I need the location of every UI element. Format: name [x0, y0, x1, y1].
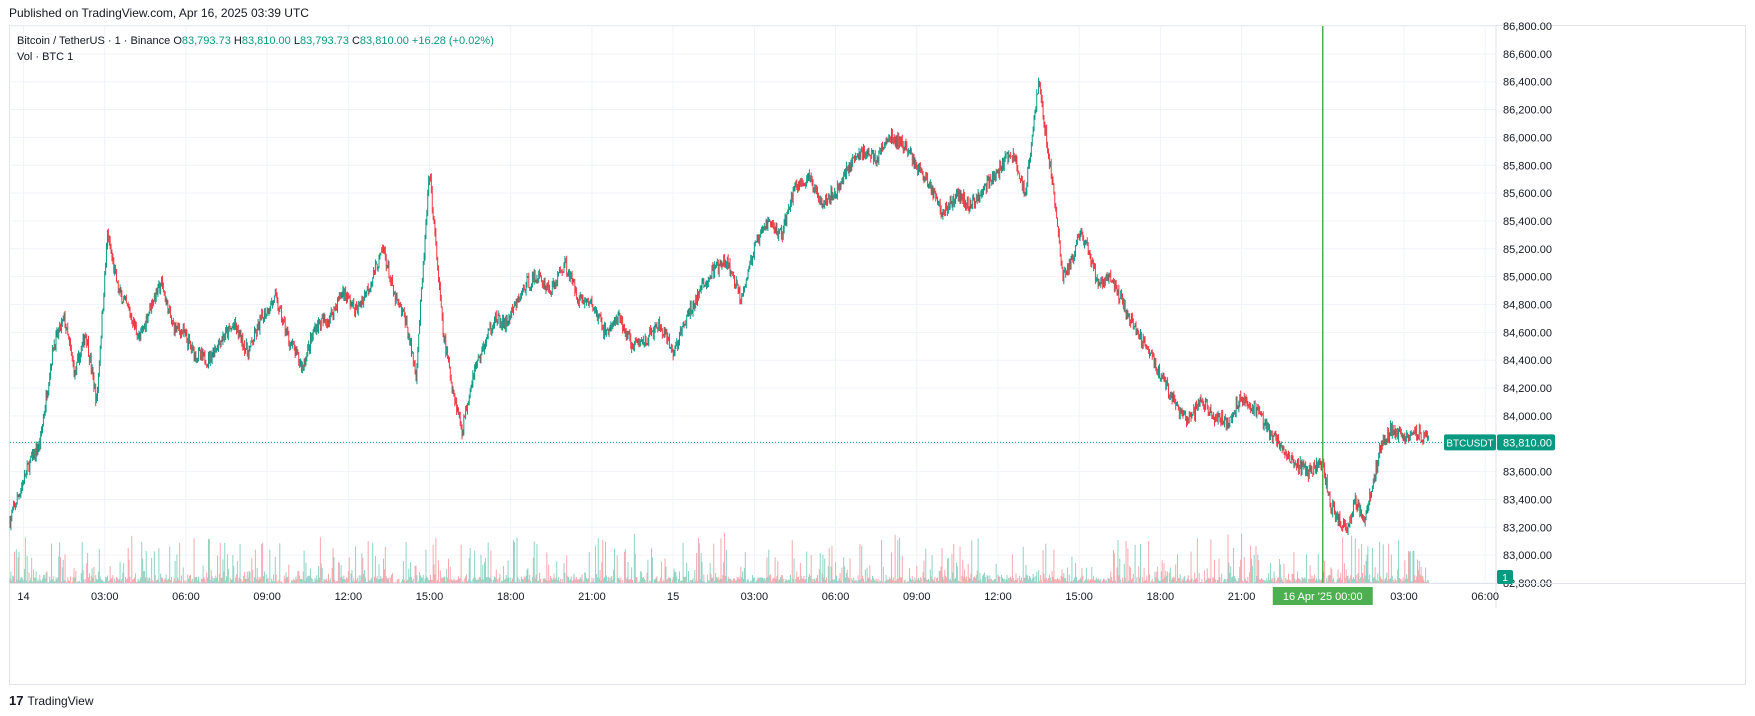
price-tick-label: 84,400.00 [1503, 355, 1552, 367]
price-tick-label: 83,200.00 [1503, 522, 1552, 534]
price-tick-label: 85,600.00 [1503, 188, 1552, 200]
time-tick-label: 21:00 [578, 591, 606, 603]
time-tick-label: 12:00 [335, 591, 363, 603]
symbol-title: Bitcoin / TetherUS · 1 · Binance [17, 35, 171, 47]
time-tick-label: 18:00 [1147, 591, 1175, 603]
time-tick-label: 18:00 [497, 591, 525, 603]
time-tick-label: 03:00 [741, 591, 769, 603]
footer: 17 TradingView [9, 693, 94, 708]
high-label: H [233, 35, 242, 47]
time-tick-label: 03:00 [91, 591, 119, 603]
tradingview-logo-icon: 17 [9, 693, 24, 708]
crosshair-date-badge-bg [1272, 587, 1373, 605]
price-tick-label: 85,400.00 [1503, 216, 1552, 228]
volume-value: 1 [67, 51, 74, 63]
time-axis: 14 03:00 06:00 09:00 12:00 15:00 18:00 21:00 15 0… [10, 583, 1745, 603]
symbol-tag-bg [1444, 434, 1496, 451]
time-tick-label: 06:00 [1471, 591, 1499, 603]
close-label: C [351, 35, 360, 47]
time-tick-label: 09:00 [903, 591, 931, 603]
price-tick-label: 84,200.00 [1503, 383, 1552, 395]
price-tick-label: 84,800.00 [1503, 300, 1552, 312]
price-tick-label: 83,000.00 [1503, 550, 1552, 562]
time-tick-label: 14 [17, 591, 29, 603]
price-tick-label: 84,000.00 [1503, 411, 1552, 423]
price-tick-label: 85,200.00 [1503, 244, 1552, 256]
volume-label: Vol · BTC [17, 51, 65, 63]
time-tick-label: 12:00 [984, 591, 1012, 603]
price-tick-label: 86,600.00 [1503, 49, 1552, 61]
price-tick-label: 83,600.00 [1503, 467, 1552, 479]
overlays: BTCUSDT 83,810.00 1 16 Apr '25 00:00 [10, 26, 1555, 605]
price-tick-label: 83,400.00 [1503, 494, 1552, 506]
symbol-tag: BTCUSDT [1446, 438, 1493, 449]
time-tick-label: 03:00 [1390, 591, 1418, 603]
crosshair-date-label: 16 Apr '25 00:00 [1283, 591, 1363, 603]
volume-axis-badge-bg [1497, 570, 1513, 584]
price-tick-label: 86,200.00 [1503, 105, 1552, 117]
grid [10, 25, 1496, 584]
open-value: 83,793.73 [181, 35, 231, 47]
time-tick-label: 09:00 [253, 591, 281, 603]
low-value: 83,793.73 [299, 35, 349, 47]
time-tick-label: 21:00 [1228, 591, 1256, 603]
price-tick-label: 86,400.00 [1503, 77, 1552, 89]
volume-legend: Vol · BTC 1 [17, 51, 73, 63]
high-value: 83,810.00 [241, 35, 291, 47]
volume-bars [9, 532, 1429, 583]
price-tick-label: 86,800.00 [1503, 21, 1552, 33]
time-tick-label: 06:00 [822, 591, 850, 603]
time-tick-label: 06:00 [172, 591, 200, 603]
symbol-legend: Bitcoin / TetherUS · 1 · Binance O83,793… [17, 35, 494, 47]
price-tick-label: 86,000.00 [1503, 132, 1552, 144]
time-tick-label: 15:00 [416, 591, 444, 603]
last-price-label: 83,810.00 [1503, 437, 1552, 449]
open-label: O [173, 35, 182, 47]
published-label: Published on TradingView.com, Apr 16, 20… [9, 6, 309, 20]
candles [9, 77, 1429, 535]
price-tick-label: 85,000.00 [1503, 272, 1552, 284]
price-tick-label: 84,600.00 [1503, 327, 1552, 339]
price-tick-label: 85,800.00 [1503, 160, 1552, 172]
time-tick-label: 15 [667, 591, 679, 603]
volume-axis-label: 1 [1502, 573, 1508, 584]
price-axis: 86,800.00 86,600.00 86,400.00 86,200.00 86,0… [1495, 21, 1552, 608]
last-price-badge-bg [1497, 434, 1555, 451]
footer-brand: TradingView [27, 693, 94, 708]
close-value: 83,810.00 [359, 35, 409, 47]
low-label: L [293, 35, 300, 47]
time-tick-label: 15:00 [1065, 591, 1093, 603]
change-value: +16.28 (+0.02%) [411, 35, 494, 47]
